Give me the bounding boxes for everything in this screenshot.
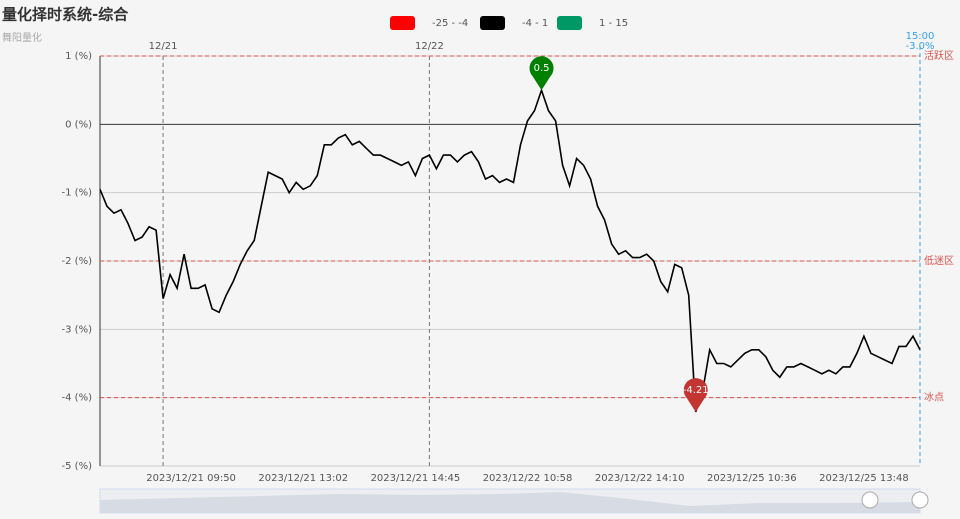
y-tick-label: -2 (%) <box>62 256 93 267</box>
x-tick-label: 2023/12/22 14:10 <box>595 473 685 484</box>
y-tick-label: -3 (%) <box>62 324 93 335</box>
legend-swatch <box>480 16 505 30</box>
end-marker-time: 15:00 <box>906 31 935 42</box>
y-tick-label: 0 (%) <box>65 119 92 130</box>
y-tick-label: 1 (%) <box>65 51 92 62</box>
day-marker-label: 12/22 <box>415 41 444 52</box>
y-tick-label: -4 (%) <box>62 393 93 404</box>
y-tick-label: -5 (%) <box>62 461 93 472</box>
x-tick-label: 2023/12/22 10:58 <box>483 473 573 484</box>
legend-label: -25 - -4 <box>432 18 468 29</box>
x-tick-label: 2023/12/21 13:02 <box>258 473 348 484</box>
zoom-slider[interactable] <box>99 488 929 514</box>
min-marker-pin <box>683 378 708 413</box>
slider-preview <box>100 492 920 513</box>
legend-label: 1 - 15 <box>599 18 628 29</box>
mark-line-label: 活跃区 <box>924 50 954 62</box>
chart-title: 量化择时系统-综合 <box>2 6 129 24</box>
x-tick-label: 2023/12/21 14:45 <box>371 473 461 484</box>
slider-handle[interactable] <box>911 491 929 509</box>
max-marker-pin <box>529 56 554 91</box>
chart-subtitle: 舞阳量化 <box>2 31 42 44</box>
legend-swatch <box>557 16 582 30</box>
x-tick-label: 2023/12/21 09:50 <box>146 473 236 484</box>
y-tick-label: -1 (%) <box>62 188 93 199</box>
end-marker-label: -3.0% <box>905 41 934 52</box>
x-tick-label: 2023/12/25 13:48 <box>819 473 909 484</box>
x-tick-label: 2023/12/25 10:36 <box>707 473 797 484</box>
max-marker-label: 0.5 <box>534 63 550 74</box>
mark-line-label: 冰点 <box>924 391 944 404</box>
data-line <box>99 87 921 413</box>
max-marker: 0.5 <box>529 56 554 91</box>
legend-swatch <box>390 16 415 30</box>
day-marker-label: 12/21 <box>149 41 178 52</box>
slider-handle[interactable] <box>861 491 879 509</box>
min-marker-label: -4.21 <box>683 385 709 396</box>
legend-label: -4 - 1 <box>522 18 548 29</box>
mark-line-label: 低迷区 <box>924 254 954 267</box>
min-marker: -4.21 <box>683 378 709 413</box>
